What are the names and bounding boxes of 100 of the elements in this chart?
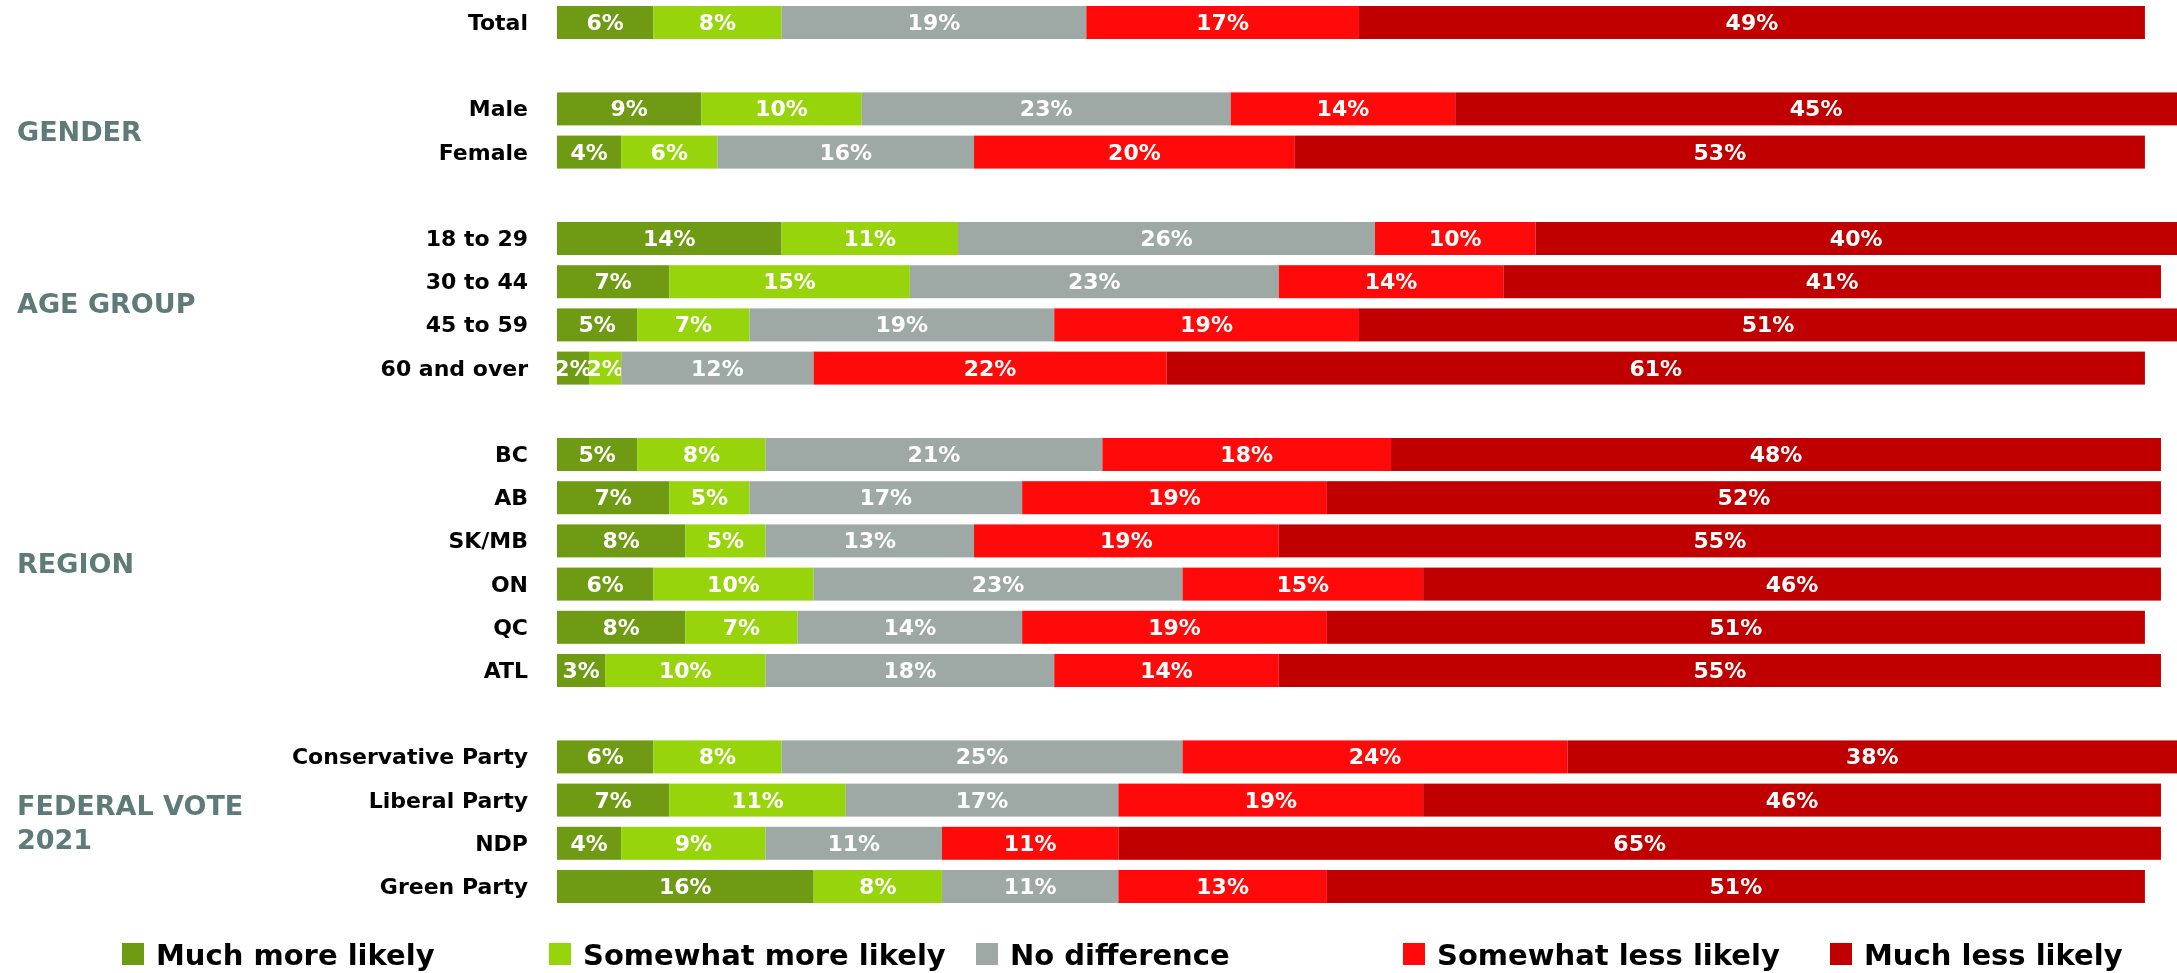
bar xyxy=(1022,610,1327,644)
legend-label: Somewhat less likely xyxy=(1437,938,1780,972)
data-label: 8% xyxy=(602,614,640,640)
bar xyxy=(557,481,670,515)
data-label: 8% xyxy=(682,442,721,467)
bar xyxy=(1022,481,1327,515)
data-label: 15% xyxy=(763,269,816,295)
bar xyxy=(621,826,766,860)
bar xyxy=(653,567,814,601)
data-label: 11% xyxy=(731,787,784,813)
data-label: 7% xyxy=(594,485,632,511)
bar xyxy=(1535,222,2177,255)
y-tick-label: NDP xyxy=(475,830,528,856)
text: GENDER xyxy=(17,115,143,146)
y-tick-label: Conservative Party xyxy=(291,744,528,770)
data-label: 19% xyxy=(1148,485,1201,511)
data-label: 14% xyxy=(883,614,937,640)
bar xyxy=(557,610,686,644)
data-label: 12% xyxy=(691,355,744,381)
data-label: 41% xyxy=(1805,269,1859,295)
bar xyxy=(813,351,1167,385)
data-label: 23% xyxy=(971,571,1025,597)
y-tick-label: ON xyxy=(490,571,528,597)
data-label: 40% xyxy=(1829,226,1883,251)
bar xyxy=(941,870,1119,903)
bar xyxy=(557,92,702,126)
y-tick-label: ATL xyxy=(483,658,528,683)
bar xyxy=(701,92,862,126)
bar xyxy=(941,826,1119,860)
text: FEDERAL VOTE 2021 xyxy=(17,789,244,855)
data-label: 7% xyxy=(722,614,761,640)
bar xyxy=(957,222,1376,255)
y-tick-label: Liberal Party xyxy=(368,787,528,813)
data-label: 23% xyxy=(1067,269,1121,295)
data-label: 24% xyxy=(1348,744,1402,770)
bar xyxy=(653,6,782,39)
data-label: 17% xyxy=(955,787,1009,813)
legend-label: No difference xyxy=(1010,938,1230,972)
data-label: 8% xyxy=(698,10,737,35)
bar xyxy=(605,654,766,687)
bar xyxy=(1054,308,1359,342)
y-tick-label: QC xyxy=(493,614,528,640)
data-label: 8% xyxy=(602,528,640,554)
text: AGE GROUP xyxy=(17,287,196,319)
data-label: 55% xyxy=(1693,658,1747,683)
bar xyxy=(637,438,766,471)
data-label: 17% xyxy=(859,485,913,511)
data-label: 6% xyxy=(586,744,624,770)
data-label: 6% xyxy=(650,139,688,165)
data-label: 19% xyxy=(1100,528,1153,554)
bar xyxy=(1118,870,1327,903)
data-label: 3% xyxy=(562,658,600,683)
data-label: 14% xyxy=(642,226,696,251)
bar xyxy=(749,308,1055,342)
data-label: 14% xyxy=(1316,96,1370,122)
bar xyxy=(1182,567,1424,601)
bar xyxy=(781,222,958,255)
bar xyxy=(909,265,1279,299)
bar xyxy=(1054,654,1279,687)
data-label: 6% xyxy=(586,10,624,35)
data-label: 5% xyxy=(578,442,616,467)
data-label: 22% xyxy=(963,355,1017,381)
bar xyxy=(685,610,798,644)
data-label: 65% xyxy=(1613,830,1667,856)
bar xyxy=(1455,92,2177,126)
bar xyxy=(653,740,782,774)
bar xyxy=(781,6,1087,39)
data-label: 19% xyxy=(1244,787,1298,813)
data-label: 14% xyxy=(1140,658,1193,683)
data-label: 9% xyxy=(674,830,713,856)
y-tick-label: 18 to 29 xyxy=(425,226,528,251)
bar xyxy=(1423,567,2161,601)
bar xyxy=(1375,222,1536,255)
bar xyxy=(1278,524,2161,558)
bar xyxy=(1086,6,1359,39)
data-label: 5% xyxy=(706,528,745,554)
data-label: 5% xyxy=(578,312,616,338)
bar xyxy=(1567,740,2177,774)
data-label: 13% xyxy=(1196,874,1249,899)
data-label: 51% xyxy=(1741,312,1795,338)
data-label: 4% xyxy=(570,830,608,856)
data-label: 19% xyxy=(875,312,929,338)
data-label: 6% xyxy=(586,571,624,597)
bar xyxy=(1326,610,2145,644)
bar xyxy=(1166,351,2145,385)
y-tick-label: 45 to 59 xyxy=(425,312,528,338)
bar xyxy=(813,567,1183,601)
data-label: 10% xyxy=(658,658,712,683)
data-label: 46% xyxy=(1765,787,1819,813)
bar xyxy=(621,351,814,385)
bar xyxy=(1230,92,1456,126)
data-label: 18% xyxy=(1220,442,1274,467)
bar xyxy=(765,438,1103,471)
bar xyxy=(1358,6,2145,39)
y-tick-label: SK/MB xyxy=(448,528,528,554)
bar xyxy=(781,740,1183,774)
bar xyxy=(1423,783,2161,817)
legend-label: Somewhat more likely xyxy=(583,938,946,972)
y-tick-label: 60 and over xyxy=(380,355,529,381)
y-tick-label: 30 to 44 xyxy=(425,269,528,295)
